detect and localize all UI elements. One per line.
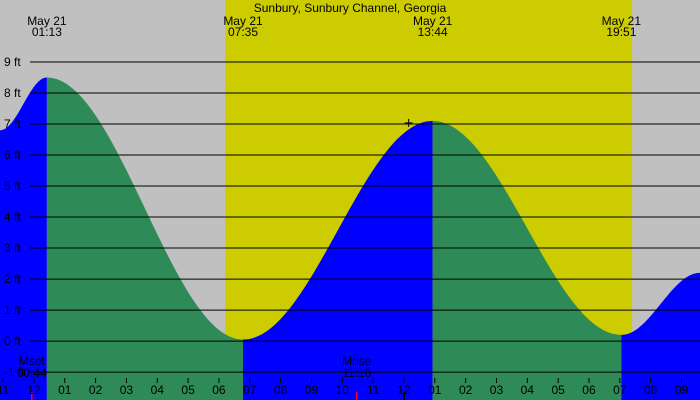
x-tick-label: 09 [675,383,689,397]
falling-tide-segment [46,77,243,400]
gridline-layer [2,61,700,400]
y-tick-label: 0 ft [4,334,21,348]
rising-tide-segment [0,77,47,400]
moon-event-label: Mset [19,354,46,368]
moon-event-label: Mrise [342,354,372,368]
y-tick-label: 8 ft [4,86,21,100]
x-tick-label: 09 [305,383,319,397]
x-tick-label: 07 [613,383,627,397]
x-tick-label: 01 [58,383,72,397]
label-layer: -1 ft 0 ft 1 ft 2 ft 3 ft 4 ft 5 ft 6 ft 7 ft 8 f… [0,14,688,397]
x-tick-label: 11 [0,383,10,397]
y-tick-label: 2 ft [4,272,21,286]
rising-tide-segment [621,272,700,400]
x-tick-label: 11 [367,383,380,397]
x-tick-label: 05 [181,383,195,397]
extremum-date-label: May 21 [602,14,642,28]
x-tick-label: 08 [274,383,288,397]
x-tick-label: 03 [120,383,134,397]
rising-tide-segment [243,120,433,400]
y-tick-label: 3 ft [4,241,21,255]
x-tick-label: 04 [521,383,535,397]
falling-tide-segment [432,120,622,400]
tide-area-layer [0,77,700,400]
extremum-time-label: 01:13 [32,25,62,39]
x-tick-label: 12 [27,383,41,397]
x-tick-label: 10 [336,383,350,397]
extremum-time-label: 13:44 [418,25,448,39]
x-tick-label: 01 [428,383,442,397]
x-tick-label: 02 [89,383,103,397]
x-tick-label: 08 [644,383,658,397]
chart-title: Sunbury, Sunbury Channel, Georgia [254,1,447,15]
extremum-date-label: May 21 [413,14,453,28]
extremum-date-label: May 21 [223,14,263,28]
y-tick-label: 5 ft [4,179,21,193]
x-tick-label: 04 [151,383,165,397]
moon-event-time: 11:16 [342,366,371,380]
x-tick-label: 05 [551,383,565,397]
x-tick-label: 06 [212,383,226,397]
extremum-date-label: May 21 [27,14,67,28]
x-tick-label: 06 [582,383,596,397]
y-tick-label: 1 ft [4,303,21,317]
x-tick-label: 07 [243,383,257,397]
y-tick-label: 9 ft [4,55,21,69]
moon-event-time: 00:44 [17,366,47,380]
y-tick-label: 4 ft [4,210,21,224]
extremum-time-label: 07:35 [228,25,258,39]
x-tick-label: 12 [397,383,411,397]
x-tick-label: 03 [490,383,504,397]
y-tick-label: -1 ft [4,365,25,379]
x-tick-label: 02 [459,383,473,397]
y-tick-label: 6 ft [4,148,21,162]
extremum-time-label: 19:51 [606,25,636,39]
y-tick-label: 7 ft [4,117,21,131]
